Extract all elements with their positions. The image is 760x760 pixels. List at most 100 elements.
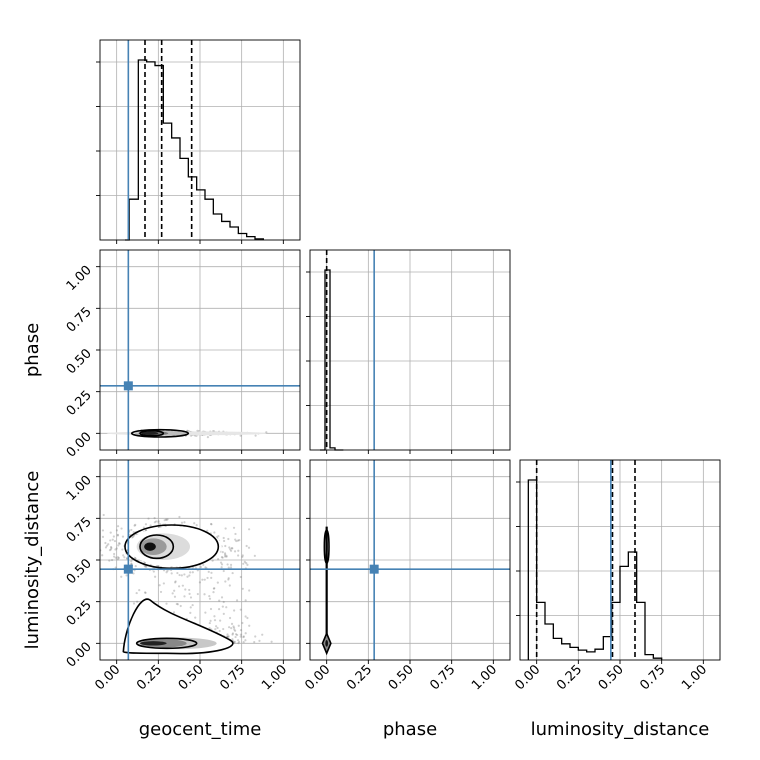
sample-point	[239, 629, 243, 632]
x-tick-label: 0.50	[596, 662, 627, 693]
sample-point	[174, 580, 177, 583]
sample-point	[248, 624, 251, 627]
sample-point	[165, 571, 168, 574]
sample-point	[122, 554, 125, 557]
sample-point	[172, 611, 176, 614]
sample-point	[246, 563, 249, 566]
sample-point	[189, 611, 192, 614]
sample-point	[239, 434, 242, 437]
sample-point	[233, 640, 237, 644]
sample-point	[113, 539, 117, 543]
sample-point	[210, 576, 213, 579]
sample-point	[233, 628, 236, 631]
sample-point	[189, 596, 193, 599]
sample-point	[110, 558, 114, 562]
sample-point	[165, 602, 168, 605]
sample-point	[209, 619, 212, 622]
sample-point	[125, 557, 129, 560]
sample-point	[208, 597, 212, 600]
sample-point	[195, 523, 198, 527]
sample-point	[176, 571, 179, 575]
sample-point	[235, 599, 239, 602]
sample-point	[196, 429, 199, 432]
sample-point	[222, 612, 225, 615]
sample-point	[231, 571, 234, 575]
sample-point	[227, 578, 230, 581]
sample-point	[243, 560, 246, 563]
sample-point	[144, 523, 148, 526]
sample-point	[135, 591, 138, 595]
x-tick-label: 1.00	[679, 662, 710, 693]
panel-phase-vs-luminosity_distance	[306, 459, 511, 664]
sample-point	[254, 635, 257, 638]
sample-point	[176, 603, 179, 606]
sample-point	[233, 550, 237, 553]
histogram-luminosity_distance	[527, 479, 663, 660]
sample-point	[248, 589, 251, 592]
grid	[100, 250, 300, 450]
sample-point	[157, 521, 160, 524]
sample-point	[227, 537, 230, 541]
sample-point	[224, 544, 227, 548]
truth-marker	[369, 564, 379, 574]
y-tick-label: 0.00	[64, 430, 95, 461]
sample-point	[170, 572, 173, 575]
sample-point	[117, 544, 120, 547]
sample-point	[198, 581, 202, 584]
sample-point	[222, 600, 225, 604]
sample-point	[117, 542, 121, 545]
panel-geocent_time-vs-phase	[96, 249, 301, 454]
sample-point	[157, 520, 160, 523]
sample-point	[116, 558, 119, 561]
sample-point	[222, 569, 225, 573]
x-tick-label: 0.25	[554, 662, 585, 693]
sample-point	[241, 621, 244, 625]
sample-point	[179, 604, 182, 608]
sample-point	[261, 633, 264, 636]
sample-point	[244, 639, 247, 642]
contour-line	[124, 524, 220, 570]
sample-point	[238, 539, 241, 542]
sample-point	[234, 538, 237, 541]
sample-point	[175, 602, 178, 606]
sample-point	[213, 619, 217, 622]
sample-point	[159, 590, 163, 594]
contour-line	[135, 637, 198, 650]
x-tick-label: 1.00	[469, 662, 500, 693]
y-tick-label: 0.75	[64, 305, 95, 336]
sample-point	[213, 615, 216, 618]
sample-point	[101, 554, 104, 557]
sample-point	[105, 544, 109, 547]
sample-point	[109, 539, 112, 542]
sample-point	[237, 640, 241, 644]
sample-point	[196, 592, 199, 596]
y-tick-labels-phase: 0.00 0.25 0.50 0.75 1.00	[64, 263, 95, 461]
sample-point	[244, 599, 247, 602]
sample-point	[152, 570, 155, 573]
sample-point	[131, 536, 134, 539]
y-axis-label-phase: phase	[22, 323, 43, 377]
sample-point	[191, 603, 194, 607]
sample-point	[223, 555, 227, 558]
panel-phase-hist	[306, 249, 511, 454]
contour-line	[139, 430, 165, 437]
sample-point	[204, 611, 207, 614]
y-tick-label: 0.00	[64, 640, 95, 671]
sample-point	[242, 641, 245, 644]
y-tick-label: 0.50	[64, 346, 95, 377]
sample-point	[113, 552, 116, 556]
sample-point	[174, 581, 177, 584]
sample-point	[149, 524, 152, 527]
sample-point	[247, 546, 251, 549]
sample-point	[184, 588, 187, 591]
sample-point	[181, 584, 184, 587]
sample-point	[136, 600, 139, 603]
sample-point	[183, 595, 186, 598]
sample-point	[183, 521, 186, 524]
sample-point	[237, 549, 240, 552]
sample-point	[210, 523, 213, 526]
x-axis-label-phase: phase	[383, 719, 437, 740]
density-fill	[141, 431, 159, 436]
sample-point	[142, 526, 146, 529]
sample-point	[234, 635, 237, 639]
